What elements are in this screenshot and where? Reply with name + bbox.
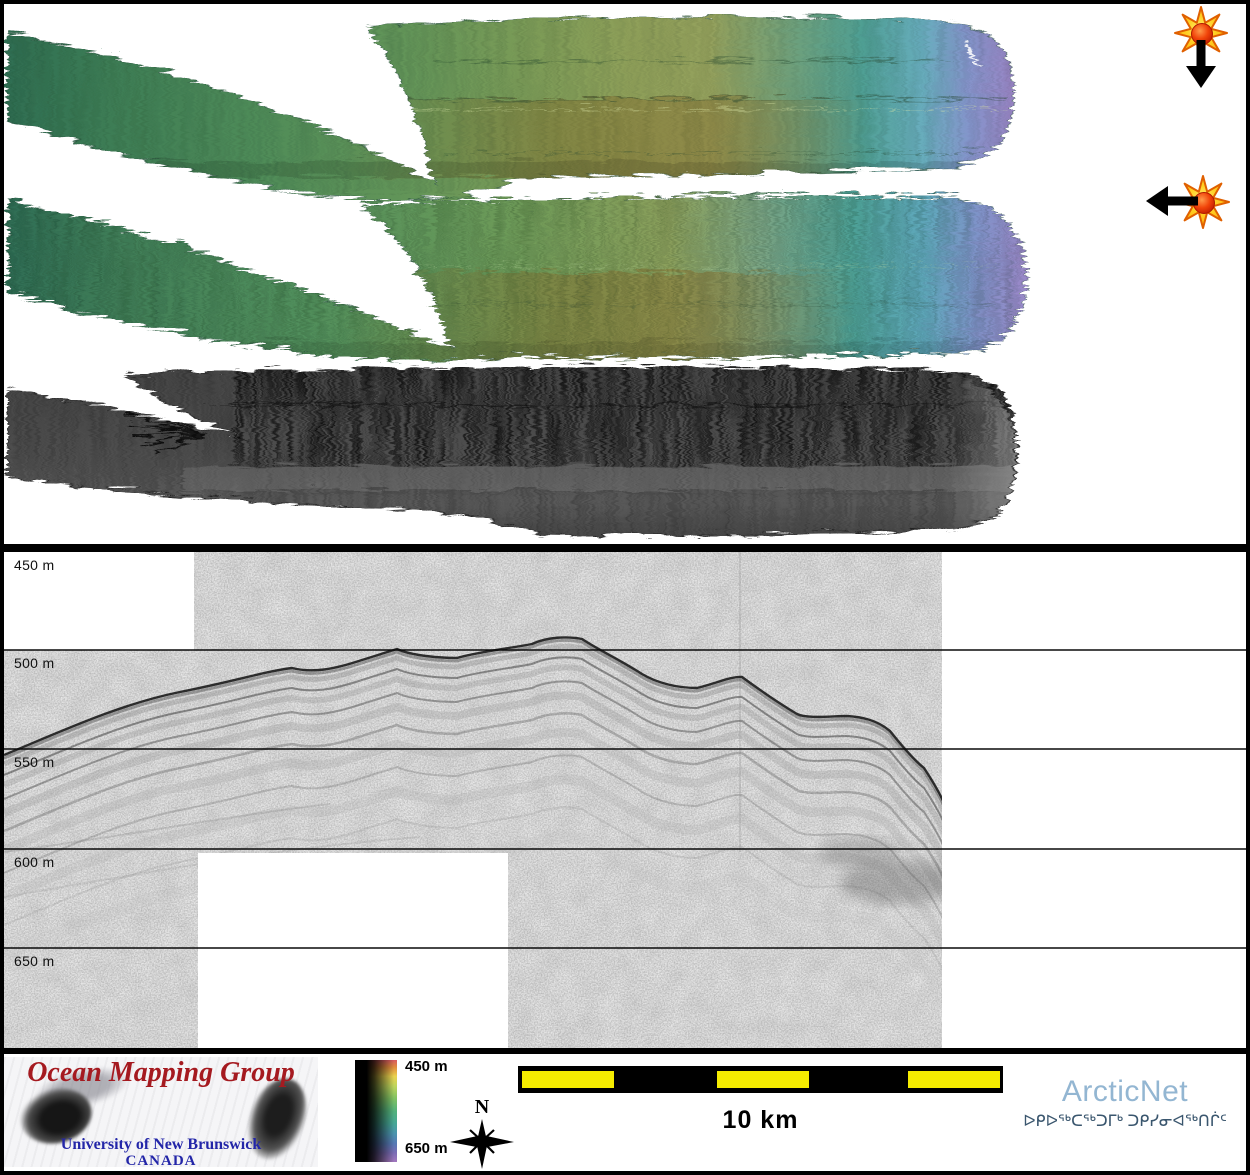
seismic-data-area <box>4 552 1246 1048</box>
scale-bar <box>518 1066 1003 1093</box>
sun-illumination-down-icon <box>1174 6 1228 88</box>
no-data-gap <box>198 853 508 1048</box>
scale-bar-segment <box>908 1071 1000 1088</box>
arcticnet-inuktitut: ᐅᑭᐅᖅᑕᖅᑐᒥᒃ ᑐᑭᓯᓂᐊᖅᑎᒌᑦ <box>1023 1112 1227 1130</box>
seismic-panel: 450 m 500 m 550 m 600 m 650 m <box>4 552 1246 1048</box>
swath-graphics <box>4 4 1246 544</box>
arcticnet-title: ArcticNet <box>1061 1075 1189 1108</box>
arcticnet-logo: ArcticNet ᐅᑭᐅᖅᑕᖅᑐᒥᒃ ᑐᑭᓯᓂᐊᖅᑎᒌᑦ <box>1004 1076 1246 1131</box>
arrow-left-head <box>1146 186 1168 216</box>
omg-logo: Ocean Mapping Group University of New Br… <box>4 1057 318 1167</box>
omg-title: Ocean Mapping Group <box>27 1057 295 1088</box>
depth-label-450: 450 m <box>14 557 55 573</box>
scale-bar-label: 10 km <box>722 1106 799 1134</box>
depth-label-600: 600 m <box>14 854 55 870</box>
colorbar-top-label: 450 m <box>405 1058 448 1075</box>
colorbar-bottom-label: 650 m <box>405 1140 448 1157</box>
depth-label-500: 500 m <box>14 655 55 671</box>
backscatter-swath <box>4 363 1015 533</box>
omg-university: University of New Brunswick <box>60 1136 262 1153</box>
compass-rose-icon <box>450 1119 514 1169</box>
scale-bar-segment <box>717 1071 809 1088</box>
panel-divider-bottom <box>0 1048 1250 1054</box>
omg-country: CANADA <box>125 1153 197 1167</box>
depth-label-550: 550 m <box>14 754 55 770</box>
bathymetry-panel <box>4 4 1246 544</box>
compass-north-label: N <box>474 1096 490 1118</box>
sun-illumination-left-icon <box>1146 175 1230 229</box>
depth-gridlines <box>4 649 1246 949</box>
panel-divider-top <box>0 544 1250 552</box>
seismic-graphics <box>4 552 1246 1048</box>
legend-panel: Ocean Mapping Group University of New Br… <box>4 1054 1246 1171</box>
depth-colorbar <box>355 1060 397 1162</box>
scale-bar-segment <box>522 1071 614 1088</box>
arrow-down-head <box>1186 66 1216 88</box>
depth-label-650: 650 m <box>14 953 55 969</box>
